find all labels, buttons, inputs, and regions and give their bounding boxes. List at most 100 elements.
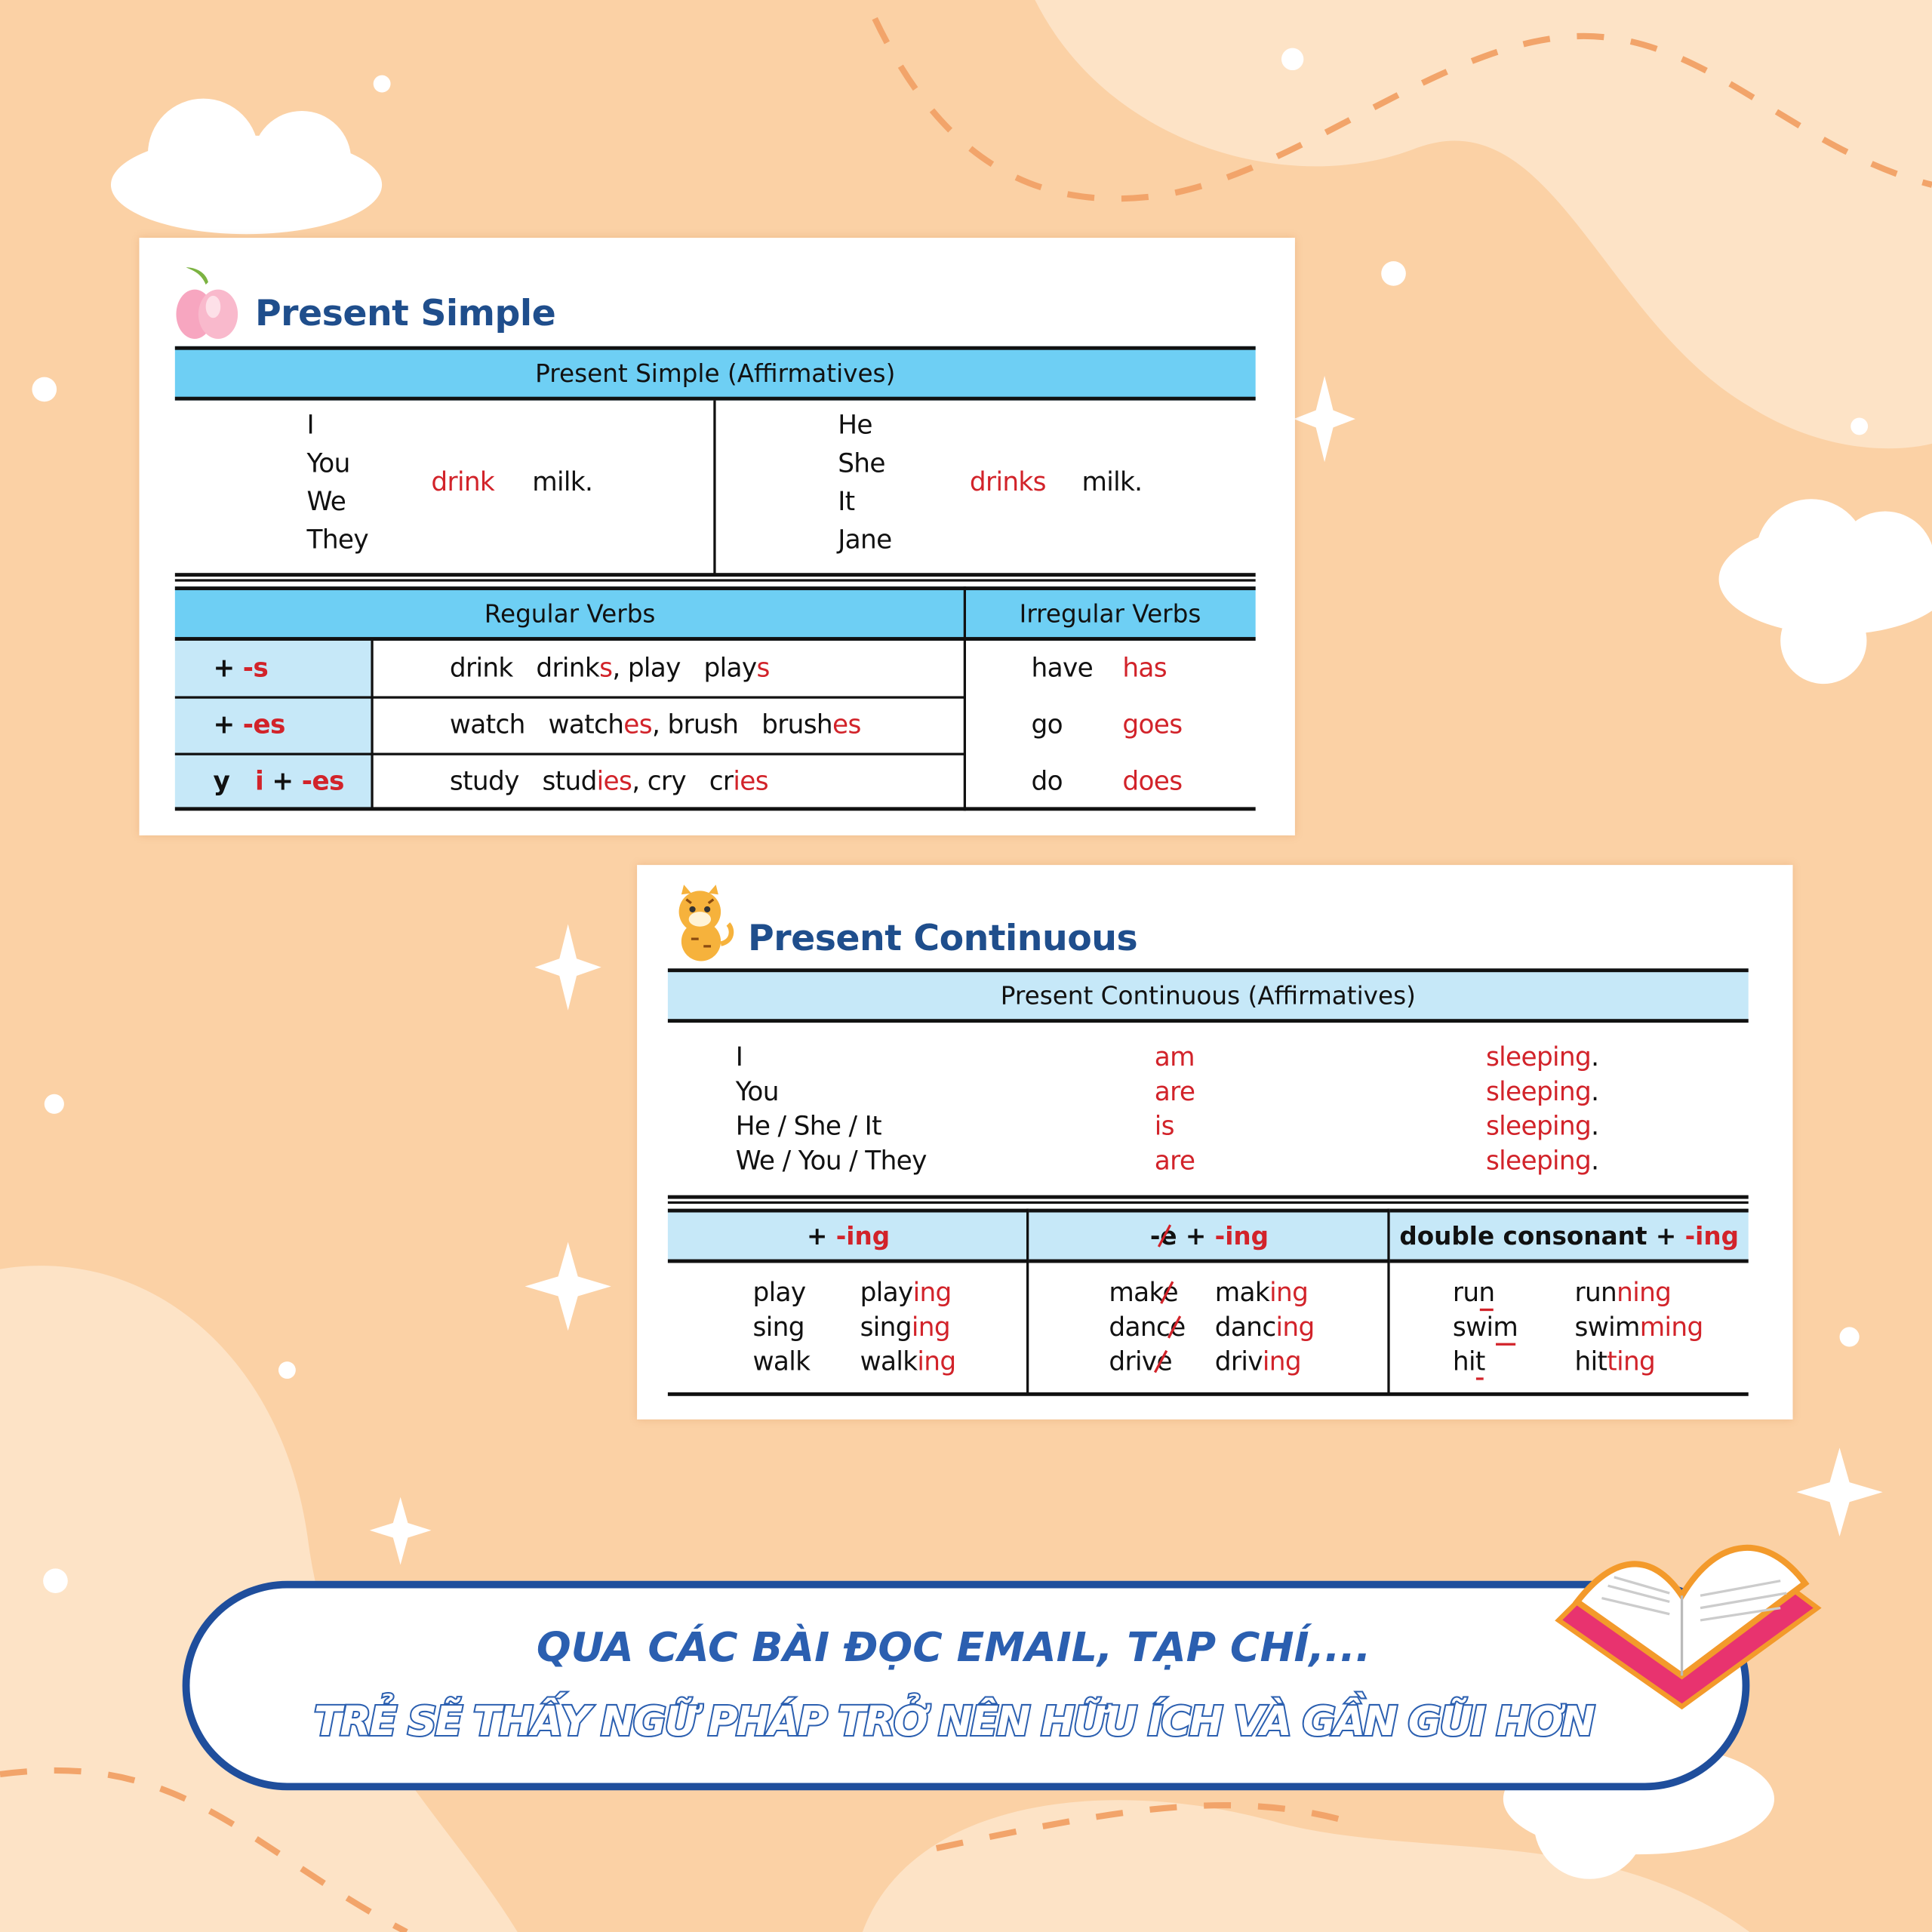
banner-line-2: TRẺ SẼ THẤY NGỮ PHÁP TRỞ NÊN HỮU ÍCH VÀ …	[312, 1695, 1597, 1746]
affirmatives-header: Present Simple (Affirmatives)	[174, 346, 1256, 401]
divider	[1387, 1208, 1390, 1395]
text-segment: -ing	[835, 1220, 891, 1251]
text-segment: watch	[449, 709, 525, 740]
text-segment: ru	[1452, 1278, 1479, 1308]
period: .	[1591, 1076, 1599, 1107]
verb: drinks	[969, 466, 1047, 497]
ing-form: hitting	[1575, 1346, 1656, 1376]
text-segment: , play play	[612, 653, 757, 683]
subject: It	[838, 486, 855, 517]
text-segment: ting	[1607, 1346, 1656, 1377]
base-verb: run	[1453, 1278, 1495, 1307]
irregular-base: go	[1031, 709, 1063, 740]
text-segment: es	[832, 709, 861, 740]
promo-banner: QUA CÁC BÀI ĐỌC EMAIL, TẠP CHÍ,... TRẺ S…	[182, 1580, 1750, 1791]
irregular-base: do	[1031, 766, 1063, 796]
examples: study studies, cry cries	[450, 766, 769, 796]
text-segment: ing	[1262, 1346, 1302, 1377]
period: .	[1591, 1042, 1599, 1072]
text-segment: walk	[860, 1346, 918, 1377]
text-segment: walk	[752, 1346, 811, 1377]
text-segment: danc	[1109, 1312, 1171, 1342]
text-segment: drink	[449, 653, 513, 683]
verb: sleeping.	[1486, 1042, 1599, 1072]
divider	[371, 640, 374, 810]
verb: sleeping.	[1485, 1146, 1599, 1176]
text-segment: play	[860, 1278, 914, 1308]
divider	[174, 579, 1256, 582]
divider	[713, 400, 716, 576]
ing-form: playing	[860, 1278, 952, 1307]
text-segment: -es	[242, 709, 286, 740]
text-segment: ing	[911, 1312, 951, 1342]
subject: They	[306, 525, 369, 555]
text-segment: +	[1177, 1220, 1215, 1251]
page-title: Present Simple	[254, 291, 556, 334]
divider	[174, 573, 1256, 577]
examples: watch watches, brush brushes	[450, 709, 861, 739]
text-segment: mak	[1214, 1278, 1270, 1308]
base-verb: make	[1109, 1278, 1178, 1307]
text-segment: run	[1574, 1278, 1617, 1308]
period: .	[1591, 1146, 1599, 1176]
text-segment: e	[1160, 1220, 1177, 1251]
period: .	[1591, 1111, 1599, 1141]
rule-column	[174, 640, 373, 810]
text-segment: es	[623, 709, 652, 740]
text-segment: sing	[860, 1312, 912, 1342]
verb: sleeping.	[1485, 1076, 1599, 1107]
open-book-icon	[1555, 1544, 1822, 1710]
irregular-verbs-header: Irregular Verbs	[964, 586, 1256, 641]
irregular-form: has	[1122, 653, 1167, 683]
text-segment: swim	[1574, 1312, 1641, 1342]
subject: Jane	[838, 525, 892, 555]
text-segment: , brush brush	[651, 709, 833, 740]
verb: drink	[431, 466, 495, 497]
subject: You	[306, 448, 351, 478]
text-segment: +	[213, 709, 243, 740]
text-segment: sing	[752, 1312, 805, 1342]
text-segment: watch	[525, 709, 624, 740]
text-segment: driv	[1214, 1346, 1263, 1377]
irregular-form: goes	[1122, 709, 1183, 740]
text-segment: -	[1149, 1220, 1161, 1251]
subject: I	[735, 1042, 743, 1072]
base-verb: drive	[1109, 1346, 1172, 1376]
text-segment: ies	[596, 766, 632, 796]
text-segment: s	[756, 653, 771, 683]
text-segment: +	[263, 766, 302, 796]
aux: am	[1154, 1042, 1195, 1072]
aux: are	[1154, 1076, 1195, 1107]
base-verb: sing	[752, 1312, 805, 1342]
present-simple-card: Present Simple Present Simple (Affirmati…	[139, 238, 1295, 835]
peach-icon	[176, 267, 238, 339]
verb: sleeping.	[1486, 1111, 1599, 1141]
verb-ing: sleeping	[1485, 1076, 1592, 1107]
rule: + -s	[213, 653, 268, 682]
base-verb: swim	[1453, 1312, 1518, 1342]
spelling-rule-header: -e + -ing	[1029, 1208, 1390, 1263]
subject: He	[838, 410, 872, 440]
base-verb: hit	[1453, 1346, 1485, 1376]
text-segment: ming	[1639, 1312, 1703, 1342]
irregular-base: have	[1031, 653, 1094, 683]
verb-ing: sleeping	[1485, 1146, 1592, 1176]
text-segment: -s	[242, 653, 269, 683]
ing-form: walking	[860, 1346, 957, 1377]
text-segment: -ing	[1684, 1220, 1740, 1251]
text-segment: i	[255, 766, 264, 796]
text-segment: ing	[1275, 1312, 1315, 1342]
text-segment: hit	[1574, 1346, 1607, 1377]
text-segment: stud	[518, 766, 597, 796]
ing-form: running	[1575, 1278, 1672, 1307]
subject: He / She / It	[735, 1111, 882, 1141]
banner-line-1: QUA CÁC BÀI ĐỌC EMAIL, TẠP CHÍ,...	[536, 1623, 1371, 1671]
spelling-rule-header: + -ing	[667, 1208, 1029, 1263]
rule: + -es	[213, 709, 285, 739]
text-segment: danc	[1214, 1312, 1276, 1342]
examples: drink drinks, play plays	[450, 653, 770, 682]
aux: are	[1154, 1146, 1195, 1176]
text-segment: y	[213, 766, 256, 796]
text-segment: swi	[1452, 1312, 1494, 1342]
text-segment: double consonant +	[1399, 1220, 1685, 1251]
